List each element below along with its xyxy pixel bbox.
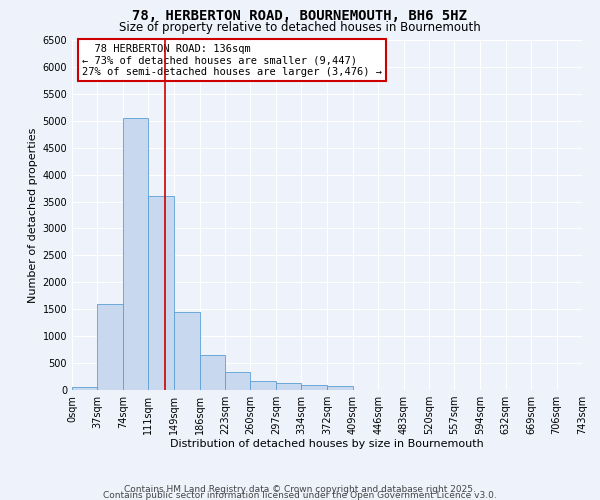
Text: Contains public sector information licensed under the Open Government Licence v3: Contains public sector information licen… [103,490,497,500]
Bar [328,386,353,390]
Text: Contains HM Land Registry data © Crown copyright and database right 2025.: Contains HM Land Registry data © Crown c… [124,485,476,494]
Bar [148,196,174,390]
Bar [276,383,301,390]
Bar [200,355,225,390]
Bar [225,372,250,390]
Bar [250,381,276,390]
Y-axis label: Number of detached properties: Number of detached properties [28,128,38,302]
Text: 78, HERBERTON ROAD, BOURNEMOUTH, BH6 5HZ: 78, HERBERTON ROAD, BOURNEMOUTH, BH6 5HZ [133,9,467,23]
Bar [301,384,328,390]
Bar [123,118,148,390]
Bar [72,388,97,390]
X-axis label: Distribution of detached houses by size in Bournemouth: Distribution of detached houses by size … [170,438,484,448]
Bar [174,312,200,390]
Bar [97,304,123,390]
Text: 78 HERBERTON ROAD: 136sqm
← 73% of detached houses are smaller (9,447)
27% of se: 78 HERBERTON ROAD: 136sqm ← 73% of detac… [82,44,382,76]
Text: Size of property relative to detached houses in Bournemouth: Size of property relative to detached ho… [119,21,481,34]
